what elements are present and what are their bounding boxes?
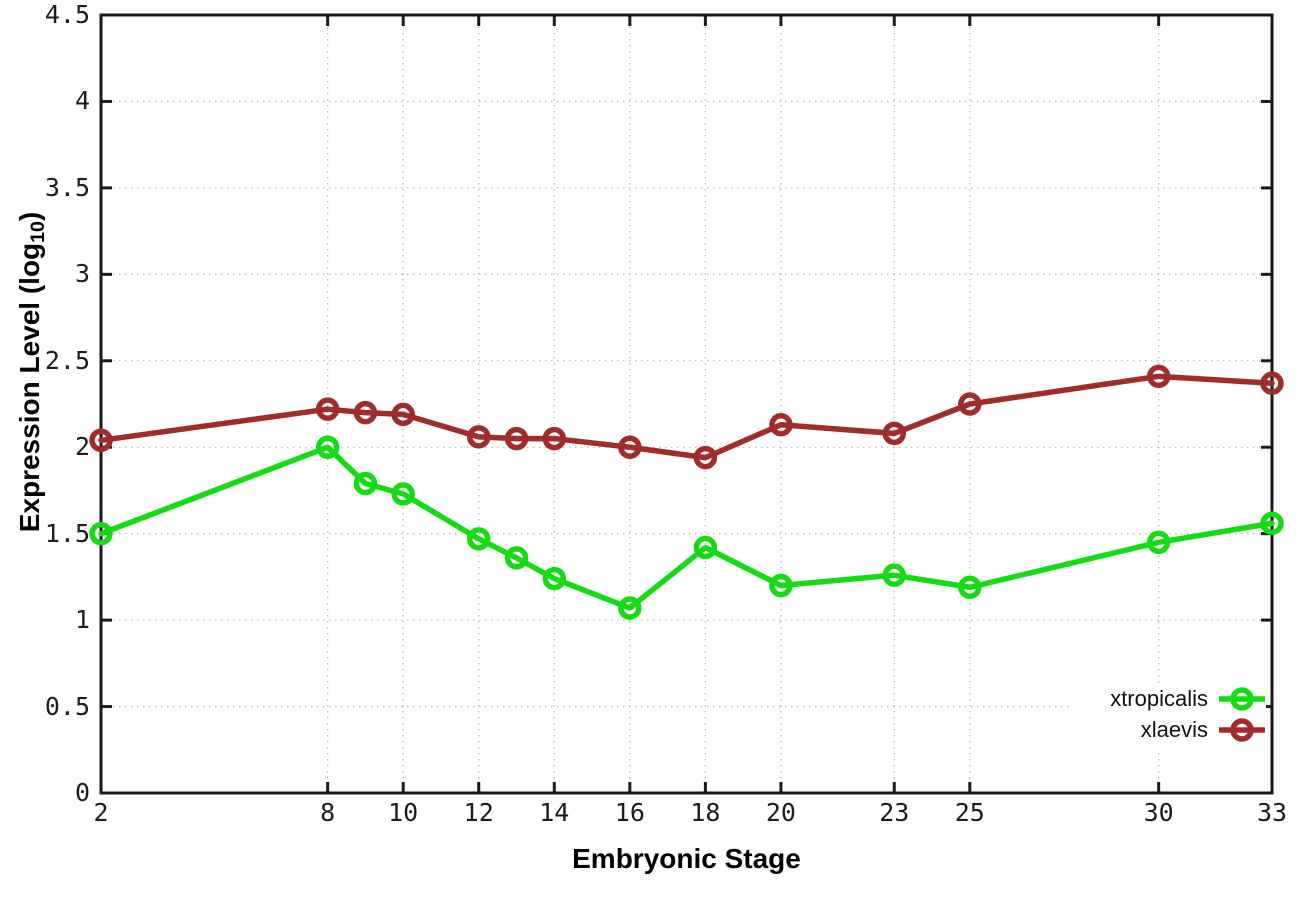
y-tick-label: 2.5 <box>44 345 90 375</box>
data-point-xlaevis <box>391 402 415 427</box>
legend-marker-xlaevis-icon <box>1219 717 1265 742</box>
y-axis-title-text: Expression Level (log <box>14 242 45 533</box>
legend-label-xtropicalis: xtropicalis <box>1110 685 1208 711</box>
x-tick-label: 30 <box>1143 798 1174 827</box>
data-point-xlaevis <box>882 421 907 446</box>
data-point-xtropicalis <box>504 546 529 570</box>
data-point-xlaevis <box>618 435 642 459</box>
data-point-xlaevis <box>1146 364 1171 389</box>
y-axis-title-subscript: 10 <box>26 221 49 243</box>
data-point-xtropicalis <box>1146 530 1171 555</box>
data-point-xtropicalis <box>1260 511 1284 536</box>
x-tick-label: 12 <box>463 798 494 827</box>
x-tick-label: 33 <box>1256 798 1288 827</box>
x-tick-label: 2 <box>93 798 109 827</box>
data-point-xtropicalis <box>618 596 642 620</box>
data-point-xtropicalis <box>958 575 982 600</box>
legend-item-xtropicalis: xtropicalis <box>1110 685 1266 712</box>
data-point-xtropicalis <box>882 563 907 587</box>
chart-legend: xtropicalis xlaevis <box>1104 685 1266 743</box>
series-line-xtropicalis <box>98 444 1275 611</box>
data-point-xtropicalis <box>391 482 415 506</box>
legend-marker-xtropicalis-icon <box>1219 686 1265 711</box>
y-tick-label: 0.5 <box>44 691 90 721</box>
plot-border <box>99 13 1274 795</box>
y-tick-label: 2 <box>74 432 90 462</box>
data-point-xlaevis <box>89 428 113 453</box>
data-point-xlaevis <box>353 400 378 425</box>
data-point-xlaevis <box>466 425 491 449</box>
x-tick-label: 20 <box>765 798 796 827</box>
x-tick-label: 23 <box>879 798 910 827</box>
data-point-xlaevis <box>315 397 340 421</box>
data-point-xlaevis <box>958 392 982 416</box>
y-axis-title: Expression Level (log10) <box>14 211 49 533</box>
x-tick-label: 18 <box>690 798 721 827</box>
x-tick-label: 10 <box>388 798 419 827</box>
data-point-xtropicalis <box>693 535 718 560</box>
y-tick-label: 4.5 <box>44 0 90 29</box>
y-axis-title-close: ) <box>14 211 45 222</box>
x-tick-label: 8 <box>320 798 336 827</box>
y-tick-label: 3 <box>74 259 90 289</box>
data-point-xtropicalis <box>466 527 491 551</box>
data-point-xlaevis <box>542 426 567 451</box>
data-point-xlaevis <box>1260 371 1284 396</box>
data-point-xtropicalis <box>315 435 340 459</box>
data-point-xlaevis <box>769 412 793 437</box>
x-tick-label: 14 <box>539 798 570 827</box>
data-point-xlaevis <box>504 426 529 451</box>
x-tick-label: 25 <box>954 798 985 827</box>
y-tick-label: 3.5 <box>44 172 90 202</box>
data-point-xtropicalis <box>769 573 793 598</box>
data-point-xtropicalis <box>89 521 113 546</box>
data-point-xtropicalis <box>353 471 378 496</box>
data-point-xtropicalis <box>542 566 567 591</box>
y-tick-label: 1 <box>74 605 90 635</box>
y-tick-label: 1.5 <box>44 518 90 548</box>
y-tick-label: 0 <box>74 778 90 807</box>
y-tick-label: 4 <box>74 86 90 116</box>
x-tick-label: 16 <box>614 798 645 827</box>
series-line-xlaevis <box>98 373 1275 461</box>
legend-label-xlaevis: xlaevis <box>1140 716 1208 742</box>
legend-item-xlaevis: xlaevis <box>1110 716 1266 743</box>
x-axis-title: Embryonic Stage <box>572 843 801 874</box>
data-point-xlaevis <box>693 445 718 470</box>
